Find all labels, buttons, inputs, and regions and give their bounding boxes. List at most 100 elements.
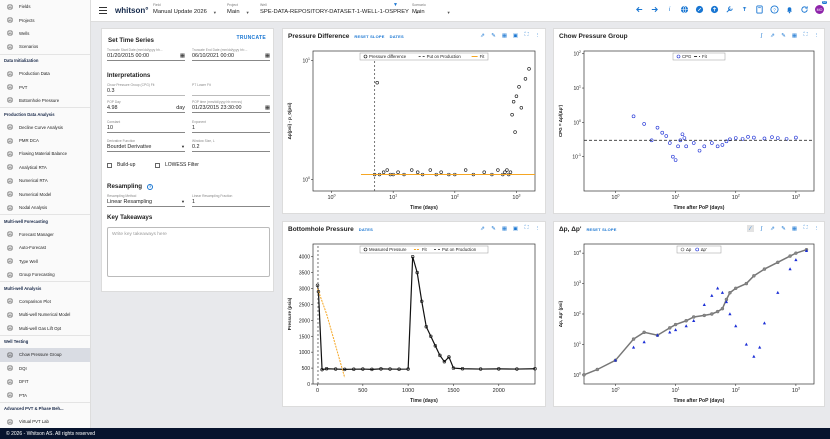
truncate-end-field[interactable]: Truncate End Date (mm/dd/yyyy hh:... 06/… bbox=[192, 48, 270, 61]
info-icon[interactable]: i bbox=[668, 6, 671, 13]
reset-slope-button[interactable]: RESET SLOPE bbox=[354, 34, 385, 39]
lowess-checkbox[interactable]: LOWESS Filter bbox=[155, 162, 199, 168]
slope-icon[interactable]: ∫ bbox=[760, 32, 763, 39]
project-select[interactable]: Project Main ▼ bbox=[227, 3, 250, 15]
table-icon[interactable]: ▦ bbox=[791, 225, 798, 232]
sidebar-item[interactable]: Comparison Plot bbox=[0, 295, 90, 308]
more-icon[interactable]: ⋮ bbox=[534, 32, 541, 39]
sidebar-item[interactable]: Multi-well Gas Lift Opt bbox=[0, 321, 90, 334]
avatar[interactable]: MO bbox=[815, 5, 824, 14]
cpg-fit-field[interactable]: Chow Pressure Group (CPG) Fit 0.3 bbox=[107, 83, 185, 96]
buildup-checkbox[interactable]: Build-up bbox=[107, 162, 135, 168]
truncate-start-field[interactable]: Truncate Start Date (mm/dd/yyyy hh... 01… bbox=[107, 48, 185, 61]
share-icon[interactable]: ⇗ bbox=[770, 225, 775, 232]
sidebar-section-heading[interactable]: Production Data Analysis bbox=[0, 107, 90, 120]
truncate-button[interactable]: TRUNCATE bbox=[236, 35, 266, 41]
fullscreen-icon[interactable]: ⛶ bbox=[524, 32, 529, 38]
sidebar-item[interactable]: Wells bbox=[0, 27, 90, 40]
sidebar-section-heading[interactable]: Multi-well Forecasting bbox=[0, 214, 90, 227]
arrow-left-icon[interactable] bbox=[635, 5, 644, 14]
share-icon[interactable]: ⇗ bbox=[480, 32, 485, 39]
sidebar-item[interactable]: Analytical RTA bbox=[0, 161, 90, 174]
formula-icon[interactable]: Ŧ bbox=[742, 6, 747, 13]
grid-icon[interactable]: ▣ bbox=[512, 225, 519, 232]
sidebar-section-heading[interactable]: Data Initialization bbox=[0, 53, 90, 67]
resampling-method-select[interactable]: Resampling Method Linear Resampling ▼ bbox=[107, 194, 185, 207]
constant-field[interactable]: Constant 10 bbox=[107, 120, 185, 133]
field-select[interactable]: Field Manual Update 2026 ▼ bbox=[153, 3, 217, 15]
menu-icon[interactable] bbox=[99, 7, 107, 14]
scenario-select[interactable]: Scenario Main ▼ bbox=[412, 3, 451, 15]
calculator-icon[interactable] bbox=[755, 5, 764, 14]
fullscreen-icon[interactable]: ⛶ bbox=[803, 225, 808, 231]
sidebar-item[interactable]: Production Data bbox=[0, 67, 90, 80]
derivative-function-select[interactable]: Derivative Function Bourdet Derivative ▼ bbox=[107, 139, 185, 152]
pop-day-field[interactable]: POP Day 4.98 day bbox=[107, 100, 185, 113]
sidebar-item[interactable]: Projects bbox=[0, 13, 90, 26]
calendar-icon[interactable]: ▦ bbox=[179, 53, 185, 59]
sidebar-item[interactable]: Chow Pressure Group bbox=[0, 348, 90, 362]
calendar-icon[interactable]: ▦ bbox=[264, 105, 270, 111]
link-icon[interactable] bbox=[695, 5, 704, 14]
wrench-icon[interactable] bbox=[725, 5, 734, 14]
sidebar-item[interactable]: DFIT bbox=[0, 375, 90, 388]
share-icon[interactable]: ⇗ bbox=[480, 225, 485, 232]
sidebar-item[interactable]: Numerical Model bbox=[0, 187, 90, 200]
filter-icon[interactable]: ▼ bbox=[393, 2, 398, 8]
integral-icon[interactable]: ∫ bbox=[760, 225, 763, 232]
sidebar-item[interactable]: Bottomhole Pressure bbox=[0, 94, 90, 107]
window-size-field[interactable]: Window Size, L 0.2 bbox=[192, 139, 270, 152]
bell-icon[interactable]: 10 bbox=[785, 1, 827, 14]
reset-slope-button[interactable]: RESET SLOPE bbox=[586, 227, 617, 232]
table-icon[interactable]: ▦ bbox=[501, 225, 508, 232]
sidebar-item[interactable]: PVT bbox=[0, 80, 90, 93]
sidebar-section-heading[interactable]: Multi-well Analysis bbox=[0, 281, 90, 294]
sidebar-item[interactable]: Multi-well Numerical Model bbox=[0, 308, 90, 321]
comment-icon[interactable]: ✎ bbox=[491, 32, 496, 39]
sidebar-item[interactable]: PMR DCA bbox=[0, 134, 90, 147]
resampling-fraction-field[interactable]: Linear Resampling Fraction 1 bbox=[192, 194, 270, 207]
app-logo[interactable]: whitson° bbox=[115, 6, 149, 15]
more-icon[interactable]: ⋮ bbox=[534, 225, 541, 232]
comment-icon[interactable]: ✎ bbox=[491, 225, 496, 232]
sidebar-item[interactable]: Flowing Material Balance bbox=[0, 147, 90, 160]
sidebar-item[interactable]: Group Forecasting bbox=[0, 268, 90, 281]
key-takeaways-input[interactable]: Write key takeaways here bbox=[107, 227, 270, 277]
lower-fit-field[interactable]: PT Lower Fit bbox=[192, 83, 270, 96]
more-icon[interactable]: ⋮ bbox=[813, 32, 820, 39]
sidebar-item[interactable]: Scenarios bbox=[0, 40, 90, 53]
slope-icon[interactable]: ∕ bbox=[747, 225, 754, 232]
well-select[interactable]: Well SPE-DATA-REPOSITORY-DATASET-1-WELL-… bbox=[260, 3, 419, 15]
sidebar-item[interactable]: Fields bbox=[0, 0, 90, 13]
sidebar-item[interactable]: DQI bbox=[0, 362, 90, 375]
table-icon[interactable]: ▦ bbox=[791, 32, 798, 39]
sidebar-section-heading[interactable]: Well Testing bbox=[0, 334, 90, 348]
comment-icon[interactable]: ✎ bbox=[781, 32, 786, 39]
sidebar-item[interactable]: Nodal Analysis bbox=[0, 201, 90, 214]
refresh-icon[interactable] bbox=[800, 5, 809, 14]
sidebar-section-heading[interactable]: Advanced PVT & Phase Beh... bbox=[0, 401, 90, 415]
sidebar-item[interactable]: Decline Curve Analysis bbox=[0, 121, 90, 134]
dates-button[interactable]: DATES bbox=[358, 227, 374, 232]
help-circle-icon[interactable]: ? bbox=[147, 183, 154, 190]
sidebar-item[interactable]: Type Well bbox=[0, 254, 90, 267]
sidebar-item[interactable]: Forecast Manager bbox=[0, 228, 90, 241]
checkbox-icon[interactable] bbox=[107, 162, 112, 168]
table-icon[interactable]: ▦ bbox=[501, 32, 508, 39]
sidebar-item[interactable]: Virtual PVT Lab bbox=[0, 415, 90, 428]
sidebar-item[interactable]: PTA bbox=[0, 388, 90, 401]
exponent-field[interactable]: Exponent 1 bbox=[192, 120, 270, 133]
comment-icon[interactable]: ✎ bbox=[781, 225, 786, 232]
more-icon[interactable]: ⋮ bbox=[813, 225, 820, 232]
dates-button[interactable]: DATES bbox=[389, 34, 404, 39]
upload-icon[interactable] bbox=[710, 5, 719, 14]
calendar-icon[interactable]: ▦ bbox=[264, 53, 270, 59]
fullscreen-icon[interactable]: ⛶ bbox=[803, 32, 808, 38]
sidebar-item[interactable]: Auto-Forecast bbox=[0, 241, 90, 254]
checkbox-icon[interactable] bbox=[155, 162, 160, 168]
fullscreen-icon[interactable]: ⛶ bbox=[524, 225, 529, 231]
share-icon[interactable]: ⇗ bbox=[770, 32, 775, 39]
grid-icon[interactable]: ▣ bbox=[512, 32, 519, 39]
help-icon[interactable]: ? bbox=[770, 5, 779, 14]
globe-icon[interactable] bbox=[680, 5, 689, 14]
